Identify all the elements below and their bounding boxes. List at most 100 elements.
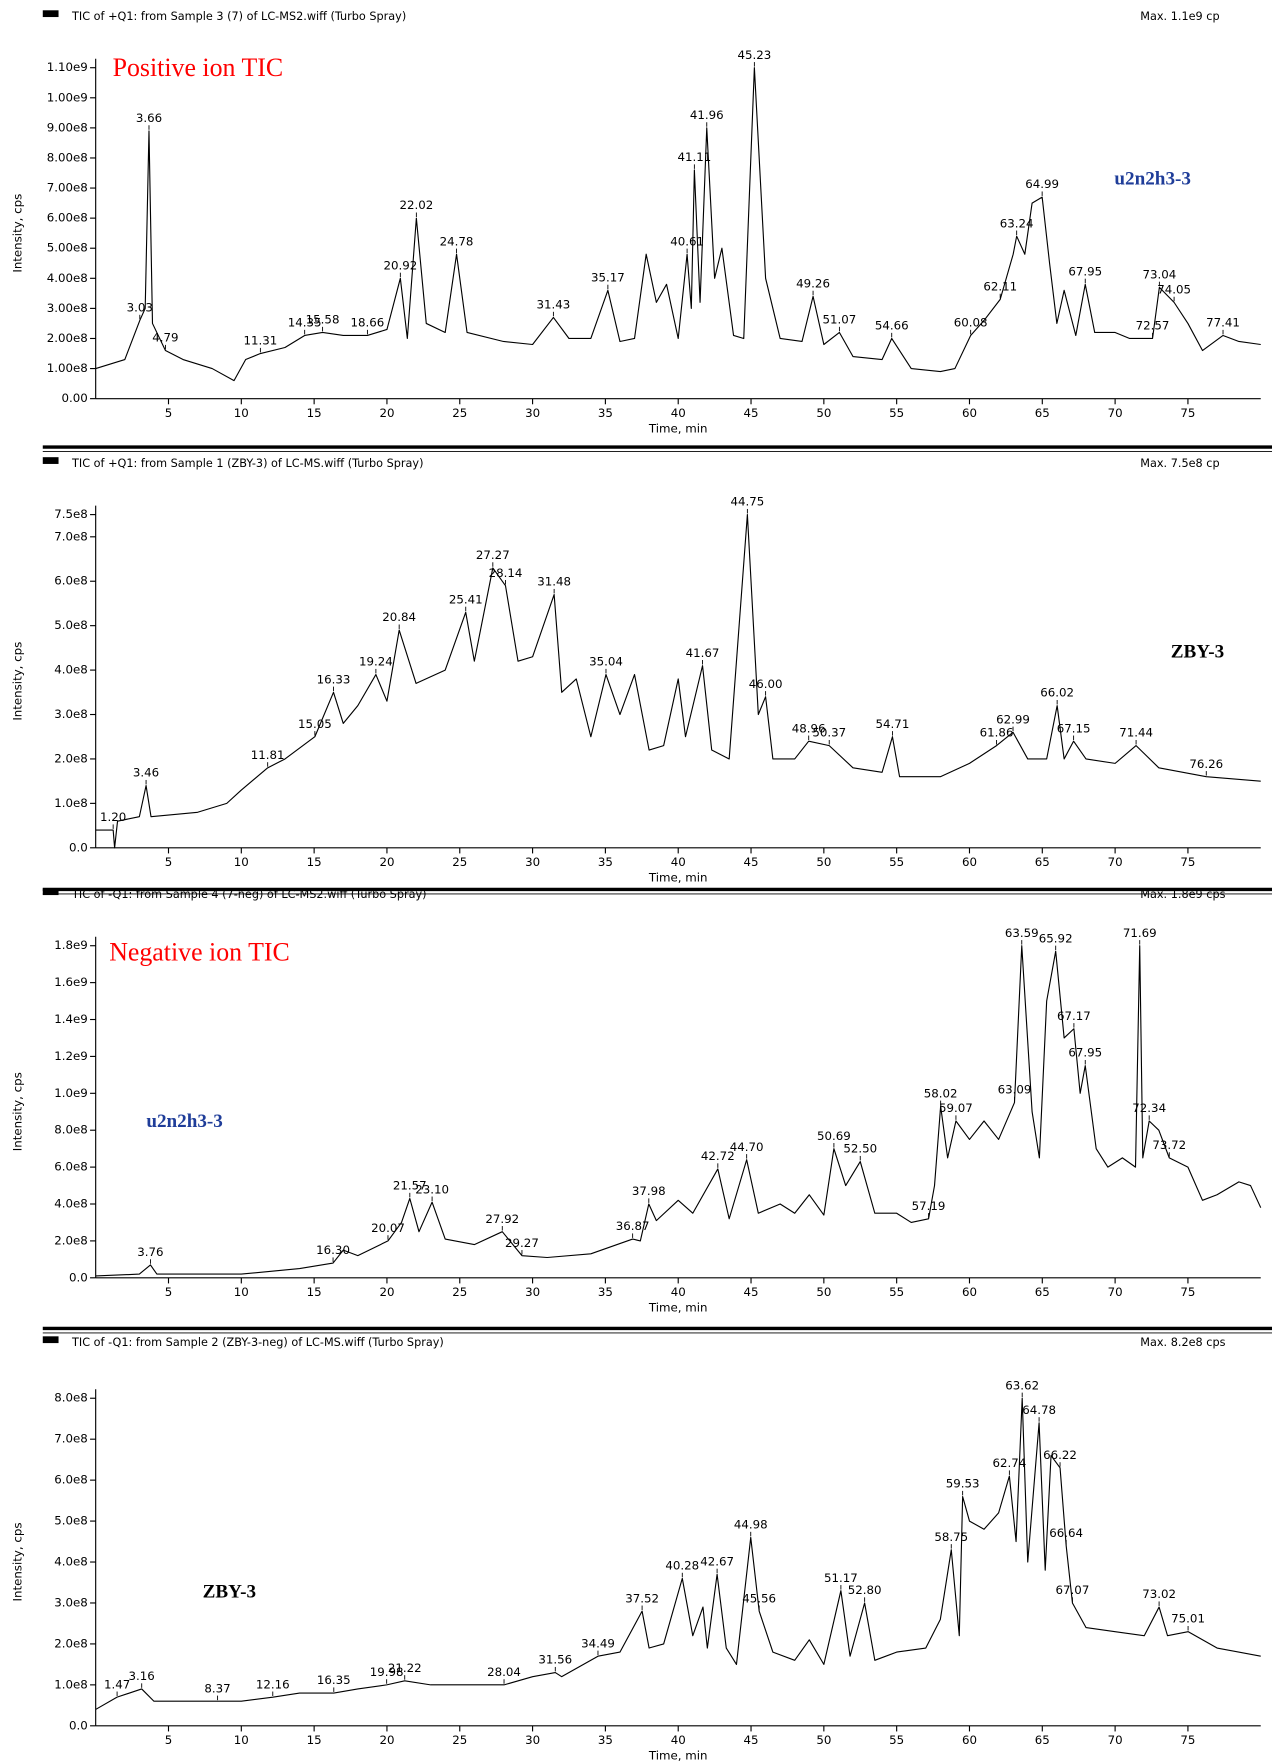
peak-label: 64.78 bbox=[1022, 1403, 1056, 1417]
x-tick-label: 65 bbox=[1035, 1733, 1050, 1747]
tic-trace bbox=[95, 945, 1262, 1277]
x-tick-label: 15 bbox=[307, 855, 322, 869]
y-axis-label: Intensity, cps bbox=[11, 1072, 25, 1151]
panel-title: TIC of -Q1: from Sample 4 (7-neg) of LC-… bbox=[71, 888, 426, 901]
peak-label: 63.09 bbox=[998, 1083, 1032, 1097]
x-tick-label: 15 bbox=[307, 406, 322, 420]
peak-label: 3.76 bbox=[137, 1245, 163, 1259]
peak-label: 15.58 bbox=[306, 313, 340, 327]
peak-label: 8.37 bbox=[204, 1681, 230, 1695]
max-intensity: Max. 7.5e8 cp bbox=[1140, 457, 1219, 470]
x-tick-label: 45 bbox=[744, 406, 759, 420]
y-tick-label: 7.00e8 bbox=[47, 181, 88, 195]
peak-label: 51.17 bbox=[824, 1571, 858, 1585]
peak-label: 45.23 bbox=[737, 48, 771, 62]
peak-label: 11.81 bbox=[251, 748, 285, 762]
peak-label: 59.53 bbox=[946, 1477, 980, 1491]
x-tick-label: 35 bbox=[598, 406, 613, 420]
x-tick-label: 50 bbox=[816, 1285, 831, 1299]
x-tick-label: 75 bbox=[1180, 855, 1195, 869]
x-tick-label: 50 bbox=[816, 1733, 831, 1747]
peak-label: 19.24 bbox=[359, 655, 393, 669]
x-tick-label: 50 bbox=[816, 406, 831, 420]
panel-title: TIC of +Q1: from Sample 3 (7) of LC-MS2.… bbox=[71, 10, 406, 23]
peak-label: 63.59 bbox=[1005, 926, 1039, 940]
x-tick-label: 10 bbox=[234, 1285, 249, 1299]
x-tick-label: 60 bbox=[962, 1285, 977, 1299]
x-tick-label: 15 bbox=[307, 1285, 322, 1299]
peak-label: 22.02 bbox=[399, 198, 433, 212]
peak-label: 63.62 bbox=[1005, 1378, 1039, 1392]
peak-label: 72.34 bbox=[1132, 1101, 1166, 1115]
panel-title: TIC of -Q1: from Sample 2 (ZBY-3-neg) of… bbox=[71, 1336, 444, 1349]
x-tick-label: 40 bbox=[671, 1733, 686, 1747]
y-tick-label: 8.00e8 bbox=[47, 150, 88, 164]
y-axis-label: Intensity, cps bbox=[11, 642, 25, 721]
x-tick-label: 55 bbox=[889, 855, 904, 869]
y-tick-label: 1.0e8 bbox=[54, 1677, 88, 1691]
x-tick-label: 70 bbox=[1108, 1733, 1123, 1747]
peak-label: 59.07 bbox=[939, 1101, 973, 1115]
peak-label: 62.74 bbox=[992, 1456, 1026, 1470]
x-tick-label: 40 bbox=[671, 1285, 686, 1299]
x-tick-label: 25 bbox=[452, 406, 467, 420]
header-icon bbox=[42, 888, 59, 896]
x-tick-label: 55 bbox=[889, 1285, 904, 1299]
y-axis-label: Intensity, cps bbox=[11, 194, 25, 273]
peak-label: 12.16 bbox=[256, 1677, 290, 1691]
max-intensity: Max. 1.8e9 cps bbox=[1140, 888, 1225, 901]
peak-label: 49.26 bbox=[796, 276, 830, 290]
peak-label: 21.57 bbox=[393, 1179, 427, 1193]
y-tick-label: 6.0e8 bbox=[54, 1473, 88, 1487]
y-tick-label: 3.0e8 bbox=[54, 1595, 88, 1609]
peak-label: 40.61 bbox=[670, 234, 704, 248]
x-axis-label: Time, min bbox=[648, 1301, 708, 1315]
x-tick-label: 35 bbox=[598, 1733, 613, 1747]
peak-label: 16.35 bbox=[317, 1673, 351, 1687]
peak-label: 41.67 bbox=[686, 646, 720, 660]
x-tick-label: 20 bbox=[379, 406, 394, 420]
peak-label: 51.07 bbox=[823, 313, 857, 327]
y-tick-label: 9.00e8 bbox=[47, 120, 88, 134]
peak-label: 23.10 bbox=[415, 1182, 449, 1196]
peak-label: 16.30 bbox=[316, 1243, 350, 1257]
peak-label: 25.41 bbox=[449, 592, 483, 606]
peak-label: 41.96 bbox=[690, 108, 724, 122]
peak-label: 35.17 bbox=[591, 270, 625, 284]
x-tick-label: 10 bbox=[234, 1733, 249, 1747]
peak-label: 21.22 bbox=[388, 1661, 422, 1675]
peak-label: 27.27 bbox=[476, 548, 510, 562]
x-tick-label: 10 bbox=[234, 855, 249, 869]
x-tick-label: 50 bbox=[816, 855, 831, 869]
y-tick-label: 4.00e8 bbox=[47, 271, 88, 285]
peak-label: 14.35 bbox=[288, 316, 322, 330]
x-tick-label: 75 bbox=[1180, 1733, 1195, 1747]
y-tick-label: 3.00e8 bbox=[47, 301, 88, 315]
x-tick-label: 20 bbox=[379, 855, 394, 869]
annotation: u2n2h3-3 bbox=[1114, 169, 1191, 190]
peak-label: 3.16 bbox=[129, 1669, 155, 1683]
x-tick-label: 40 bbox=[671, 406, 686, 420]
peak-label: 27.92 bbox=[485, 1212, 519, 1226]
peak-label: 63.24 bbox=[1000, 216, 1034, 230]
peak-label: 44.98 bbox=[734, 1518, 768, 1532]
peak-label: 65.92 bbox=[1039, 931, 1073, 945]
peak-label: 64.99 bbox=[1025, 177, 1059, 191]
tic-trace bbox=[95, 67, 1261, 382]
x-tick-label: 25 bbox=[452, 855, 467, 869]
x-tick-label: 25 bbox=[452, 1285, 467, 1299]
peak-label: 62.11 bbox=[983, 279, 1017, 293]
y-tick-label: 6.0e8 bbox=[54, 1160, 88, 1174]
peak-label: 76.26 bbox=[1189, 757, 1223, 771]
y-tick-label: 8.0e8 bbox=[54, 1123, 88, 1137]
peak-label: 44.75 bbox=[730, 495, 764, 509]
peak-label: 3.03 bbox=[127, 301, 153, 315]
peak-label: 73.02 bbox=[1142, 1587, 1176, 1601]
peak-label: 67.15 bbox=[1057, 721, 1091, 735]
peak-label: 54.66 bbox=[875, 319, 909, 333]
y-tick-label: 1.0e8 bbox=[54, 796, 88, 810]
header-icon bbox=[42, 10, 59, 18]
y-tick-label: 5.0e8 bbox=[54, 1514, 88, 1528]
y-tick-label: 1.00e8 bbox=[47, 361, 88, 375]
y-tick-label: 2.0e8 bbox=[54, 1233, 88, 1247]
